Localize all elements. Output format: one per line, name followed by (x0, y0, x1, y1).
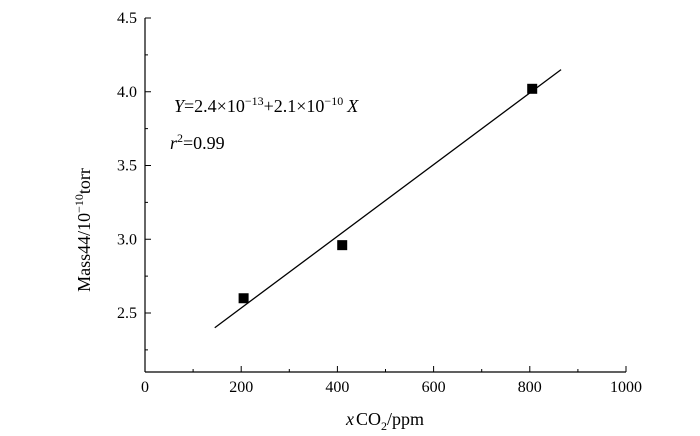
fit-equation: Y=2.4×10−13+2.1×10−10 X (174, 94, 359, 116)
data-point (527, 83, 538, 94)
x-axis-label: x CO2/ppm (345, 409, 424, 433)
x-tick-label: 0 (141, 379, 149, 396)
y-axis-label: Mass44/10−10torr (72, 168, 94, 292)
x-tick-label: 200 (229, 379, 253, 396)
data-point (337, 240, 348, 251)
x-tick-label: 600 (422, 379, 446, 396)
plot-marks (214, 69, 562, 329)
data-point (238, 293, 249, 304)
y-tick-label: 4.5 (117, 10, 137, 27)
r-squared-label: r2=0.99 (170, 131, 225, 153)
x-tick-label: 400 (325, 379, 349, 396)
y-tick-label: 3.0 (117, 231, 137, 248)
y-tick-label: 4.0 (117, 84, 137, 101)
x-tick-label: 800 (518, 379, 542, 396)
y-tick-label: 3.5 (117, 158, 137, 175)
y-tick-label: 2.5 (117, 305, 137, 322)
axes: 0 200 400 600 800 1000 2.5 3.0 3.5 4.0 4.5 (117, 10, 642, 396)
x-tick-label: 1000 (610, 379, 642, 396)
fit-line (214, 69, 562, 329)
